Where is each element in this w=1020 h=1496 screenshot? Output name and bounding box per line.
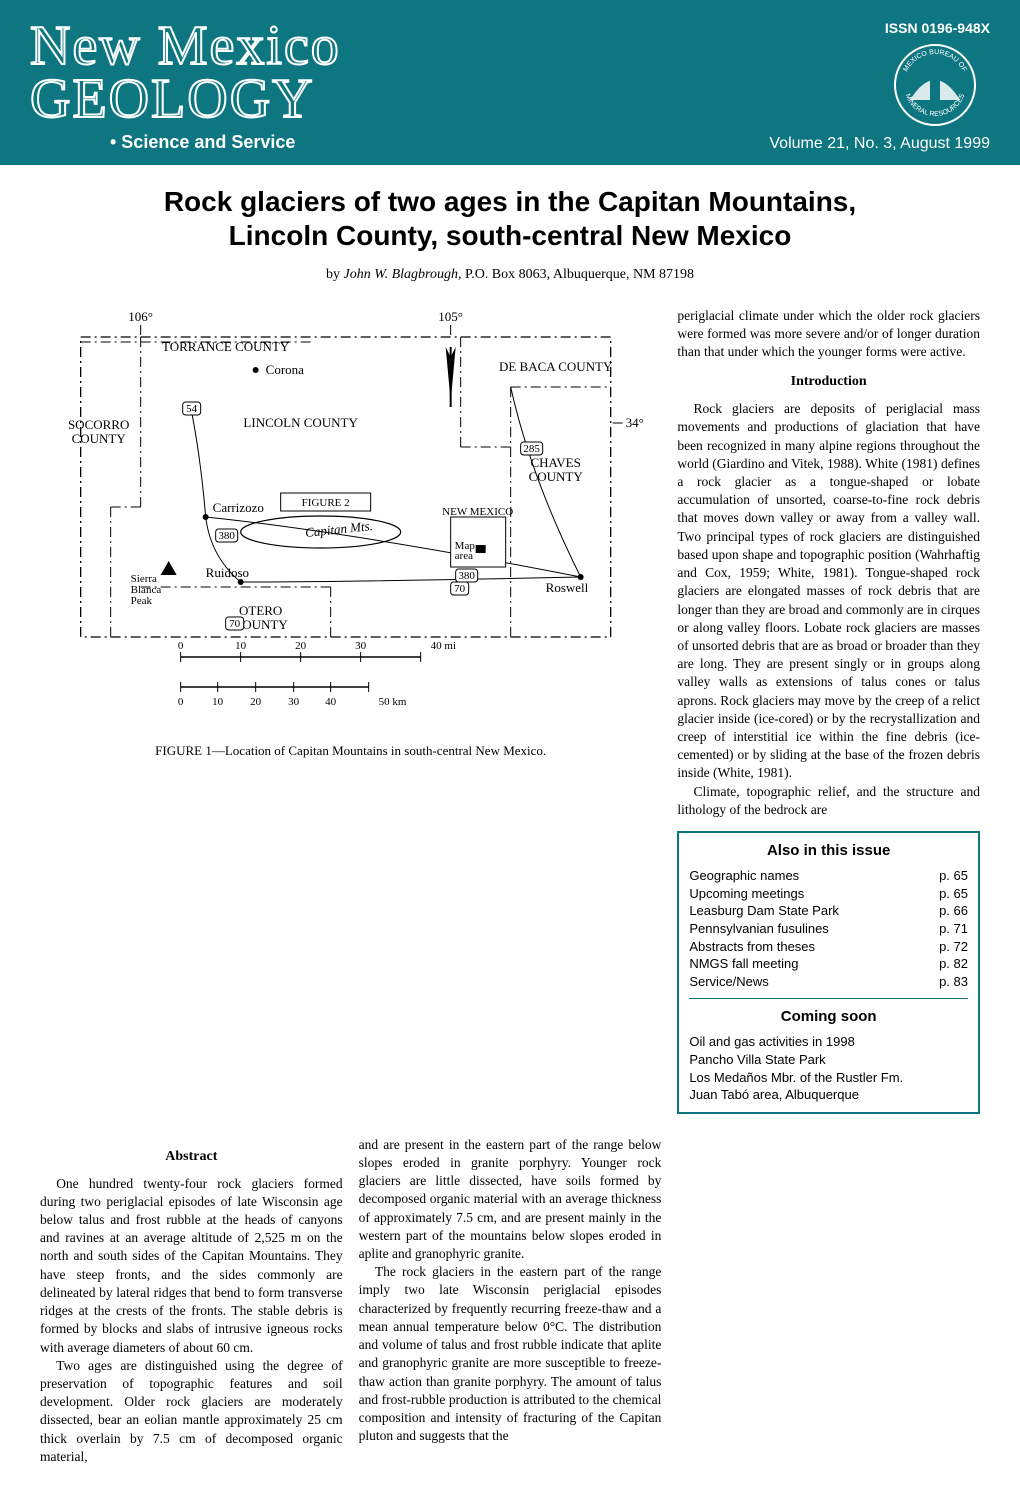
- column-2: and are present in the eastern part of t…: [359, 1136, 662, 1466]
- coming-item: Oil and gas activities in 1998: [689, 1033, 968, 1051]
- intro-heading: Introduction: [677, 373, 980, 392]
- article-title: Rock glaciers of two ages in the Capitan…: [40, 185, 980, 252]
- route-54: 54: [183, 402, 201, 415]
- svg-text:Roswell: Roswell: [546, 580, 589, 595]
- svg-text:105°: 105°: [438, 309, 463, 324]
- svg-text:106°: 106°: [128, 309, 153, 324]
- figure-1: 106° 105° TORRANCE COUNTY DE BAC: [40, 307, 661, 1114]
- sidebar-item: Service/Newsp. 83: [689, 973, 968, 991]
- svg-text:LINCOLN COUNTY: LINCOLN COUNTY: [243, 415, 358, 430]
- svg-text:CHAVESCOUNTY: CHAVESCOUNTY: [529, 455, 584, 484]
- svg-text:TORRANCE COUNTY: TORRANCE COUNTY: [162, 339, 290, 354]
- svg-text:30: 30: [288, 696, 300, 708]
- svg-text:40: 40: [325, 696, 337, 708]
- svg-text:20: 20: [295, 640, 307, 652]
- scale-bar-km: 0 10 20 30 40 50 km: [178, 682, 407, 708]
- svg-text:DE BACA COUNTY: DE BACA COUNTY: [499, 359, 613, 374]
- route-70a: 70: [226, 617, 244, 630]
- svg-text:Ruidoso: Ruidoso: [206, 565, 249, 580]
- svg-text:70: 70: [454, 583, 466, 595]
- svg-text:NEW MEXICO: NEW MEXICO: [442, 506, 513, 518]
- coming-item: Pancho Villa State Park: [689, 1051, 968, 1069]
- bureau-seal: MEXICO BUREAU OF MINERAL RESOURCES: [890, 40, 980, 135]
- column-3: periglacial climate under which the olde…: [677, 307, 980, 1114]
- svg-text:30: 30: [355, 640, 367, 652]
- svg-text:70: 70: [229, 618, 241, 630]
- sidebar-item: Geographic namesp. 65: [689, 867, 968, 885]
- svg-text:380: 380: [458, 570, 475, 582]
- route-285: 285: [521, 442, 543, 455]
- coming-item: Los Medaños Mbr. of the Rustler Fm.: [689, 1069, 968, 1087]
- svg-text:50 km: 50 km: [379, 696, 407, 708]
- figure-1-caption: FIGURE 1—Location of Capitan Mountains i…: [40, 743, 661, 759]
- svg-text:FIGURE 2: FIGURE 2: [302, 497, 350, 509]
- svg-text:54: 54: [186, 403, 198, 415]
- sidebar-item: Abstracts from thesesp. 72: [689, 938, 968, 956]
- route-70b: 70: [451, 582, 469, 595]
- svg-text:Carrizozo: Carrizozo: [213, 500, 264, 515]
- scale-bar-mi: 0 10 20 30 40 mi: [178, 640, 456, 662]
- sidebar-item: Pennsylvanian fusulinesp. 71: [689, 920, 968, 938]
- svg-text:0: 0: [178, 640, 184, 652]
- article-body: Rock glaciers of two ages in the Capitan…: [0, 165, 1020, 1496]
- volume-info: Volume 21, No. 3, August 1999: [769, 135, 990, 153]
- svg-text:Corona: Corona: [266, 362, 305, 377]
- svg-text:380: 380: [218, 530, 235, 542]
- svg-text:SOCORROCOUNTY: SOCORROCOUNTY: [68, 417, 129, 446]
- route-380: 380: [216, 529, 238, 542]
- svg-text:SierraBlancaPeak: SierraBlancaPeak: [131, 573, 162, 607]
- route-380b: 380: [456, 569, 478, 582]
- journal-title: New Mexico GEOLOGY: [30, 20, 990, 126]
- issn-label: ISSN 0196-948X: [885, 20, 990, 36]
- byline: by John W. Blagbrough, P.O. Box 8063, Al…: [40, 267, 980, 283]
- sidebar-item: Leasburg Dam State Parkp. 66: [689, 902, 968, 920]
- svg-text:20: 20: [250, 696, 262, 708]
- journal-header: ISSN 0196-948X MEXICO BUREAU OF MINERAL …: [0, 0, 1020, 165]
- location-map: 106° 105° TORRANCE COUNTY DE BAC: [40, 307, 661, 737]
- svg-text:34°: 34°: [626, 415, 644, 430]
- sidebar-item: NMGS fall meetingp. 82: [689, 955, 968, 973]
- svg-text:0: 0: [178, 696, 184, 708]
- also-heading: Also in this issue: [689, 841, 968, 861]
- coming-heading: Coming soon: [689, 1007, 968, 1027]
- sidebar-item: Upcoming meetingsp. 65: [689, 885, 968, 903]
- coming-item: Juan Tabó area, Albuquerque: [689, 1086, 968, 1104]
- svg-text:10: 10: [235, 640, 247, 652]
- svg-text:Maparea: Maparea: [455, 540, 476, 562]
- abstract-heading: Abstract: [40, 1148, 343, 1167]
- also-in-issue-box: Also in this issue Geographic namesp. 65…: [677, 831, 980, 1114]
- svg-text:40 mi: 40 mi: [431, 640, 456, 652]
- column-1: Abstract One hundred twenty-four rock gl…: [40, 1136, 343, 1466]
- svg-text:Capitan Mts.: Capitan Mts.: [304, 518, 373, 540]
- svg-text:10: 10: [212, 696, 224, 708]
- svg-text:285: 285: [523, 443, 540, 455]
